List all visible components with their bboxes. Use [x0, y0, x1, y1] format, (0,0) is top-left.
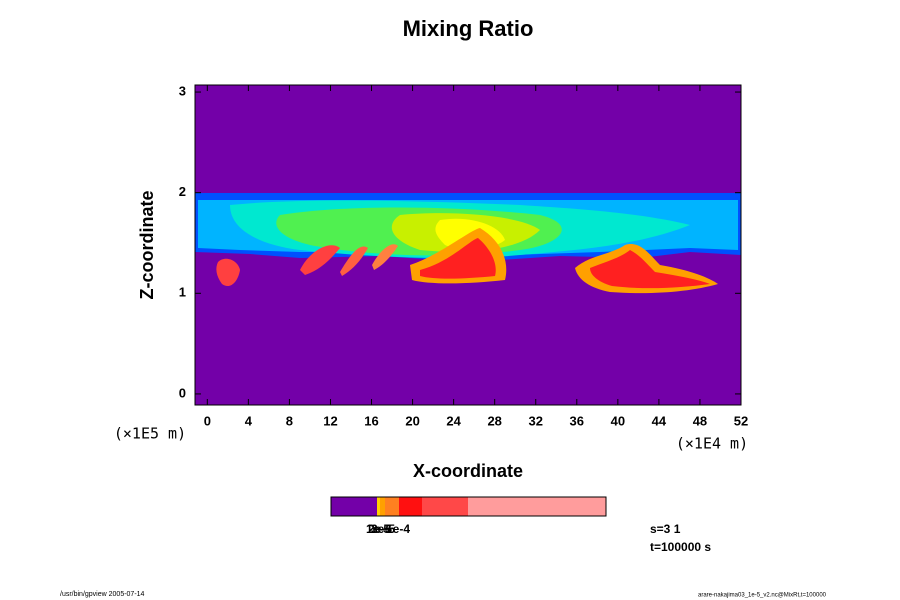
field-blob — [300, 245, 340, 275]
colorbar: 1e-5 2e-5 3e-5 1e-4 — [330, 496, 607, 536]
x-unit: (×1E4 m) — [676, 435, 748, 453]
colorbar-label: 1e-4 — [386, 522, 410, 536]
colorbar-segment — [399, 497, 422, 516]
colorbar-segment — [385, 497, 399, 516]
footer: arare-nakajima03_1e-5_v2.nc@MixRt,t=1000… — [698, 593, 827, 599]
field-blob — [216, 258, 240, 287]
footer: /usr/bin/gpview 2005-07-14 — [60, 591, 145, 598]
field-blob — [372, 244, 398, 270]
field — [195, 85, 741, 405]
plot-frame — [194, 84, 742, 406]
colorbar-frame — [330, 496, 607, 517]
colorbar-segment — [468, 497, 606, 516]
x-tick-label: 8 — [286, 413, 293, 428]
y-tick-label: 1 — [179, 285, 186, 300]
x-tick-label: 36 — [570, 413, 584, 428]
info-text: s=3 1 — [650, 522, 681, 536]
x-tick-label: 28 — [487, 413, 501, 428]
y-axis-label: Z-coordinate — [137, 190, 157, 299]
x-tick-label: 20 — [405, 413, 419, 428]
y-tick-label: 0 — [179, 385, 186, 400]
field-blob — [420, 238, 496, 279]
colorbar-label: 2e-5 — [368, 522, 392, 536]
x-tick-label: 0 — [204, 413, 211, 428]
y-tick-label: 3 — [179, 83, 186, 98]
x-tick-label: 52 — [734, 413, 748, 428]
field-blob — [590, 250, 710, 289]
x-tick-label: 4 — [245, 413, 253, 428]
y-tick-label: 2 — [179, 184, 186, 199]
x-tick-label: 32 — [529, 413, 543, 428]
info-text: t=100000 s — [650, 540, 711, 554]
chart-title: Mixing Ratio — [403, 16, 534, 41]
y-unit: (×1E5 m) — [114, 425, 186, 443]
colorbar-segment — [422, 497, 468, 516]
field-blob — [340, 246, 368, 276]
x-tick-label: 12 — [323, 413, 337, 428]
x-tick-label: 48 — [693, 413, 707, 428]
colorbar-label: 1e-5 — [366, 522, 390, 536]
x-tick-label: 40 — [611, 413, 625, 428]
x-tick-label: 16 — [364, 413, 378, 428]
colorbar-segment — [380, 497, 385, 516]
colorbar-segment — [377, 497, 380, 516]
colorbar-label: 3e-5 — [371, 522, 395, 536]
x-axis-label: X-coordinate — [413, 461, 523, 481]
x-tick-label: 24 — [446, 413, 461, 428]
x-tick-label: 44 — [652, 413, 667, 428]
colorbar-segment — [331, 497, 377, 516]
